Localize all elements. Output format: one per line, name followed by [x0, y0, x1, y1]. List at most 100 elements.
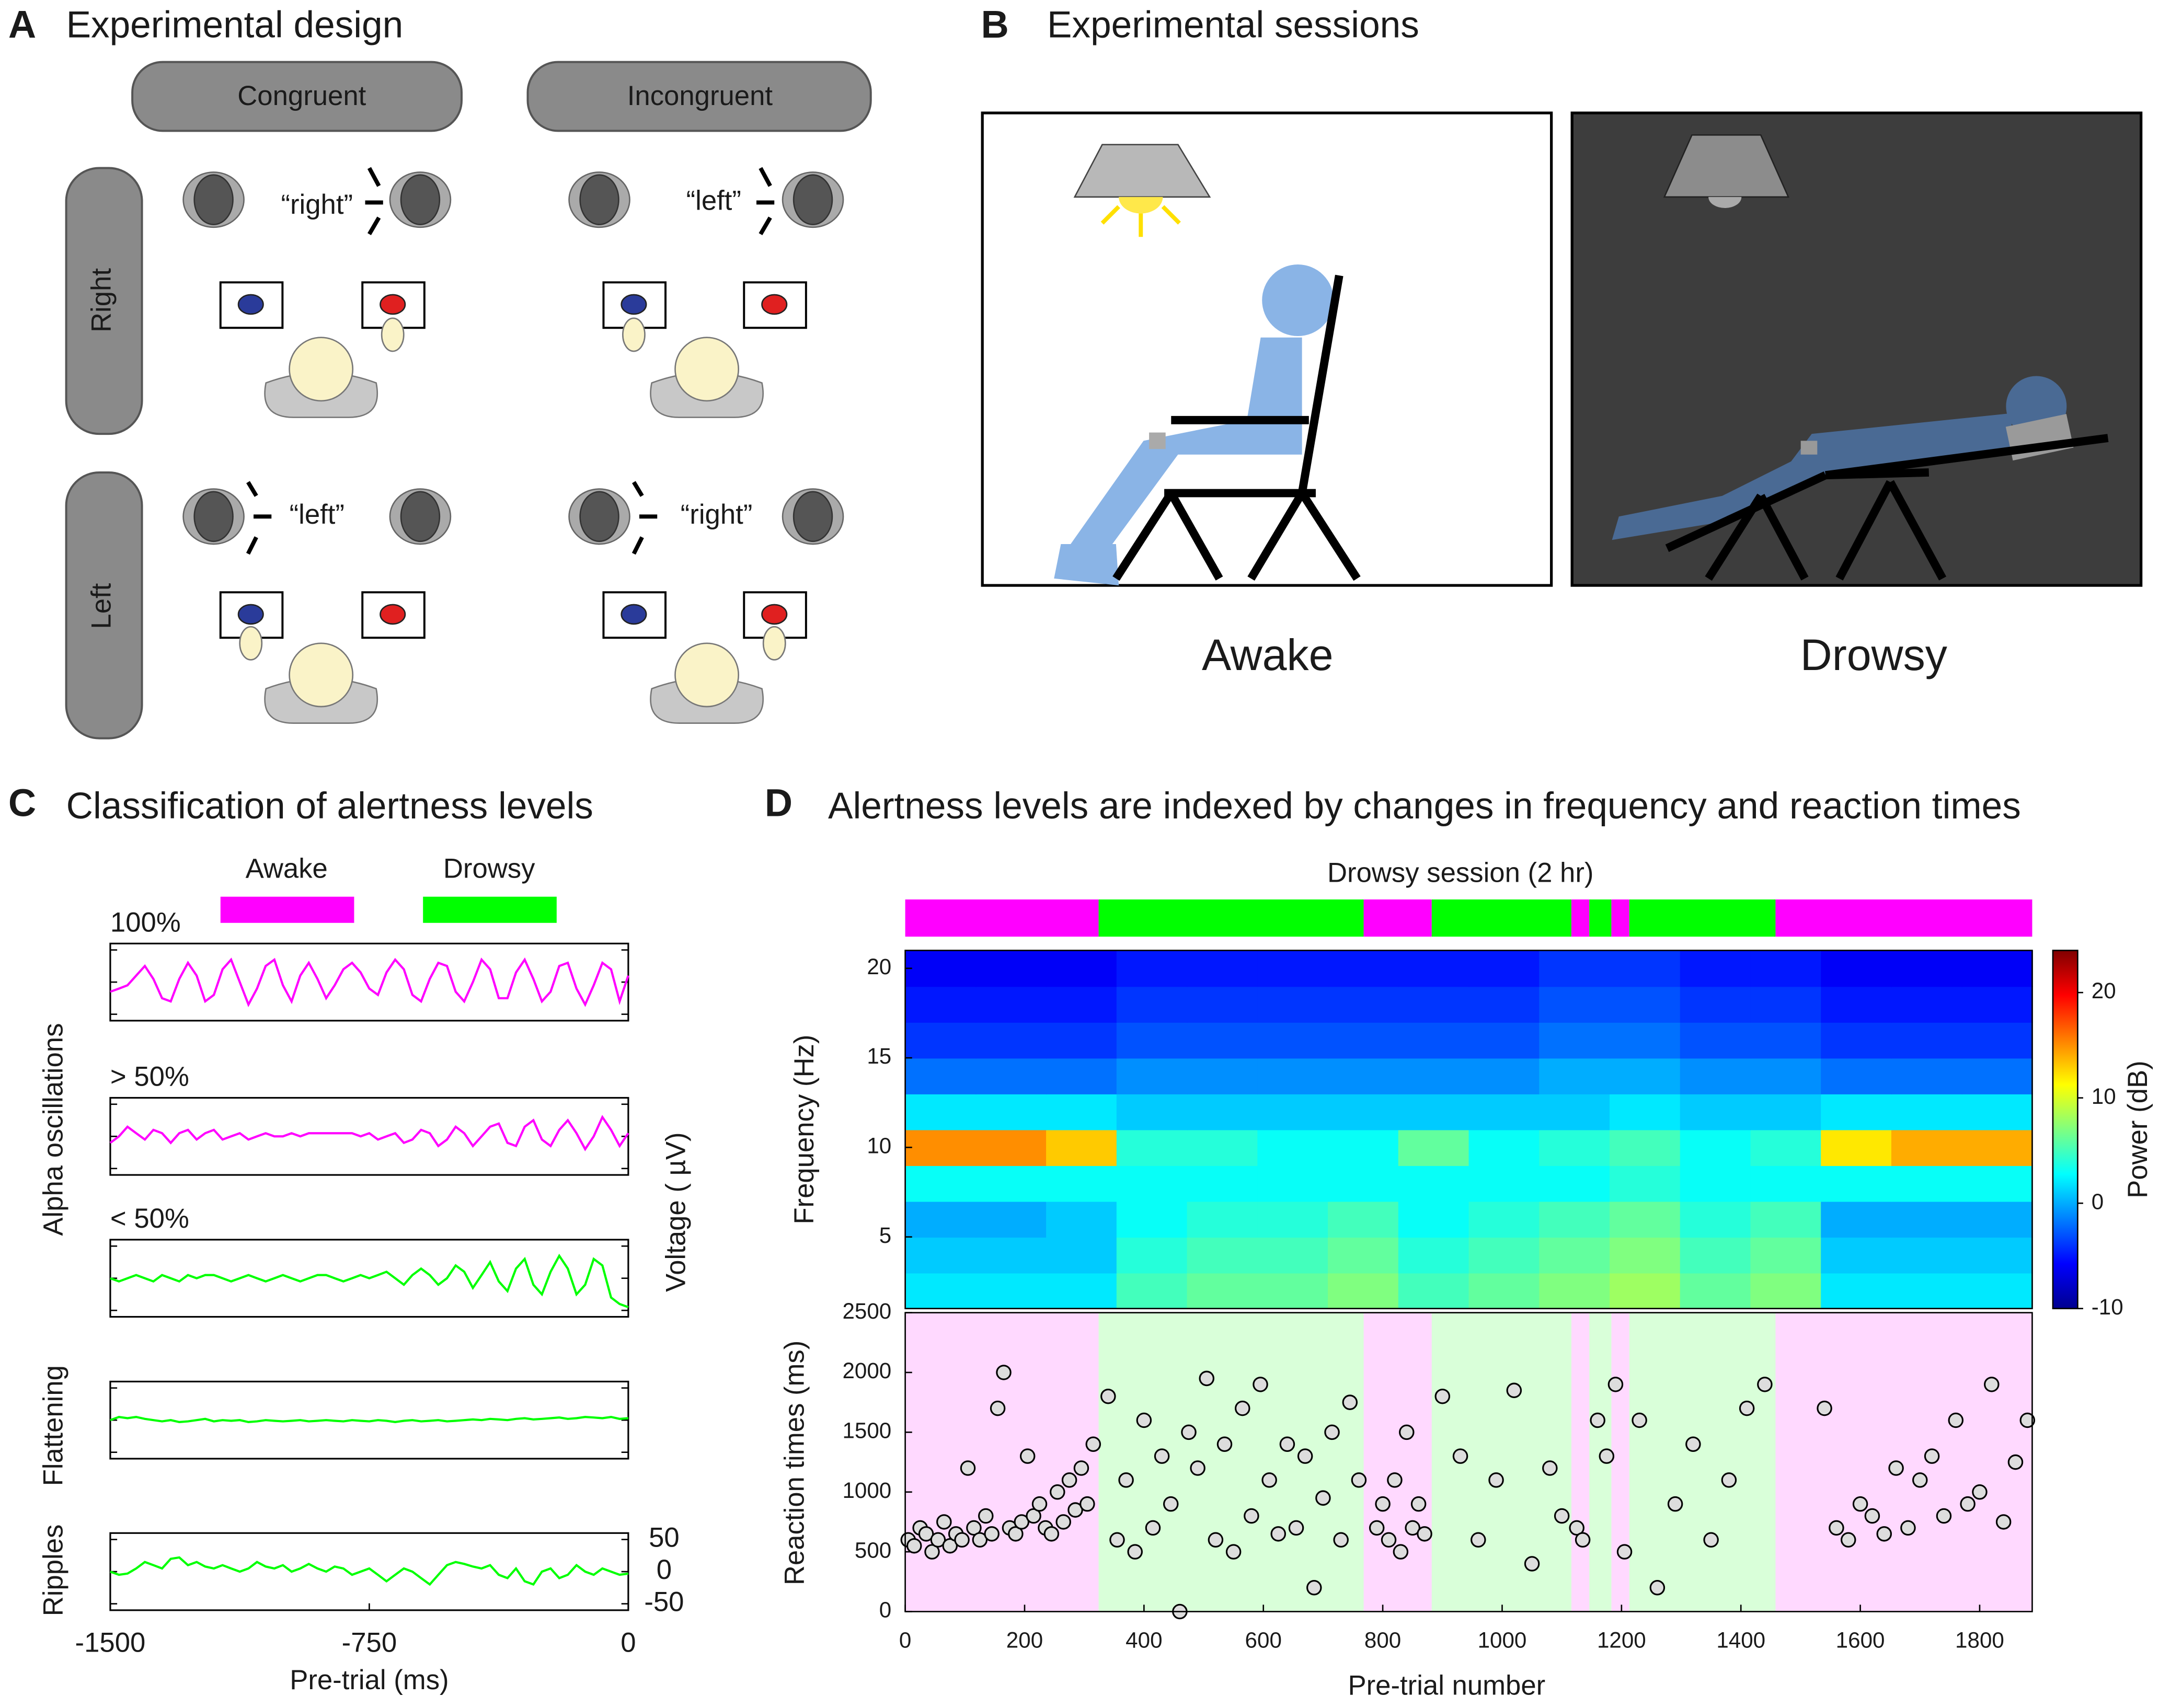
data-point: [1253, 1377, 1268, 1392]
heat-cell: [1891, 1201, 1963, 1238]
data-point: [1208, 1532, 1224, 1548]
heat-cell: [1116, 1201, 1188, 1238]
heat-cell: [1821, 1273, 1892, 1310]
heat-cell: [1750, 950, 1822, 987]
data-point: [1685, 1436, 1701, 1452]
heat-cell: [1891, 1273, 1963, 1310]
heat-cell: [1539, 1129, 1611, 1166]
data-point: [1721, 1472, 1737, 1488]
heat-cell: [905, 1129, 977, 1166]
heat-cell: [1257, 1273, 1329, 1310]
data-point: [1984, 1377, 2000, 1392]
row-label: Left: [86, 583, 117, 629]
x-tick-label: 600: [1245, 1628, 1282, 1653]
data-point: [1452, 1448, 1468, 1464]
spoken-word: “right”: [681, 499, 753, 530]
y-tick-label: 15: [867, 1044, 891, 1068]
heat-cell: [1398, 1058, 1469, 1094]
data-point: [1995, 1514, 2012, 1530]
heat-cell: [1046, 1237, 1118, 1274]
heat-cell: [1539, 1201, 1611, 1238]
heat-cell: [1961, 1093, 2033, 1130]
heat-cell: [975, 1022, 1047, 1059]
colorbar-tick-label: 0: [2092, 1189, 2104, 1214]
heat-cell: [1961, 950, 2033, 987]
x-tick-label: 1400: [1716, 1628, 1765, 1653]
heat-cell: [1750, 1058, 1822, 1094]
heat-cell: [1257, 1022, 1329, 1059]
data-point: [1387, 1472, 1403, 1488]
heat-cell: [1539, 1165, 1611, 1202]
x-tick-label: 0: [621, 1628, 636, 1658]
heat-cell: [1046, 986, 1118, 1023]
colorbar-tick-label: 20: [2092, 978, 2116, 1003]
heat-cell: [1610, 1093, 1681, 1130]
state-shading: [1098, 1312, 1364, 1612]
panel-letter: B: [981, 3, 1009, 46]
data-point: [924, 1544, 940, 1560]
heat-cell: [905, 1058, 977, 1094]
trace-box: [109, 1097, 629, 1176]
heat-cell: [1891, 1237, 1963, 1274]
heat-cell: [1891, 1058, 1963, 1094]
group-label: Flattening: [38, 1365, 68, 1486]
heat-cell: [975, 1093, 1047, 1130]
heat-cell: [1468, 1201, 1540, 1238]
heat-cell: [905, 1237, 977, 1274]
series-label: 100%: [110, 907, 181, 938]
panel-letter: C: [8, 781, 36, 824]
heat-cell: [905, 1022, 977, 1059]
spoken-word: “left”: [686, 185, 741, 216]
heat-cell: [1116, 986, 1188, 1023]
data-point: [1590, 1412, 1605, 1428]
x-tick-label: 1200: [1597, 1628, 1646, 1653]
x-tick-label: 200: [1006, 1628, 1043, 1653]
trace: [110, 1556, 629, 1586]
heat-cell: [1680, 1165, 1751, 1202]
data-point: [1181, 1424, 1197, 1440]
heat-cell: [1046, 1022, 1118, 1059]
heat-cell: [1468, 986, 1540, 1023]
y-tick-label: 500: [855, 1538, 891, 1562]
heat-cell: [1468, 1058, 1540, 1094]
trace: [110, 1253, 629, 1309]
heat-cell: [1539, 1058, 1611, 1094]
data-point: [1434, 1388, 1451, 1404]
data-point: [1270, 1526, 1287, 1542]
heat-cell: [1187, 1165, 1258, 1202]
panel-letter: A: [8, 3, 36, 46]
data-point: [930, 1532, 946, 1548]
heat-cell: [1116, 1237, 1188, 1274]
heat-cell: [1821, 950, 1892, 987]
heat-cell: [1046, 950, 1118, 987]
data-point: [1118, 1472, 1134, 1488]
x-tick-label: 1800: [1955, 1628, 2004, 1653]
heat-cell: [1046, 1093, 1118, 1130]
heat-cell: [1750, 1273, 1822, 1310]
data-point: [1244, 1508, 1259, 1524]
series-label: > 50%: [110, 1061, 189, 1092]
x-tick-label: -1500: [75, 1628, 146, 1658]
heat-cell: [1891, 1093, 1963, 1130]
heat-cell: [1046, 1273, 1118, 1310]
data-point: [954, 1532, 970, 1548]
heat-cell: [1750, 1093, 1822, 1130]
data-point: [1369, 1520, 1385, 1536]
y-axis-label: Reaction times (ms): [779, 1341, 810, 1585]
heat-cell: [1257, 986, 1329, 1023]
heat-cell: [975, 1237, 1047, 1274]
heat-cell: [1821, 1093, 1892, 1130]
data-point: [1616, 1544, 1633, 1560]
data-point: [1817, 1400, 1832, 1416]
heat-cell: [1257, 950, 1329, 987]
data-point: [984, 1526, 1000, 1542]
heat-cell: [1468, 1093, 1540, 1130]
data-point: [1315, 1490, 1331, 1506]
legend-label: Awake: [246, 853, 328, 884]
data-point: [1506, 1382, 1522, 1399]
data-point: [1225, 1544, 1242, 1560]
session-label: Drowsy: [1800, 630, 1947, 679]
heat-cell: [1116, 1058, 1188, 1094]
heat-cell: [1891, 1022, 1963, 1059]
x-tick-label: 400: [1126, 1628, 1162, 1653]
